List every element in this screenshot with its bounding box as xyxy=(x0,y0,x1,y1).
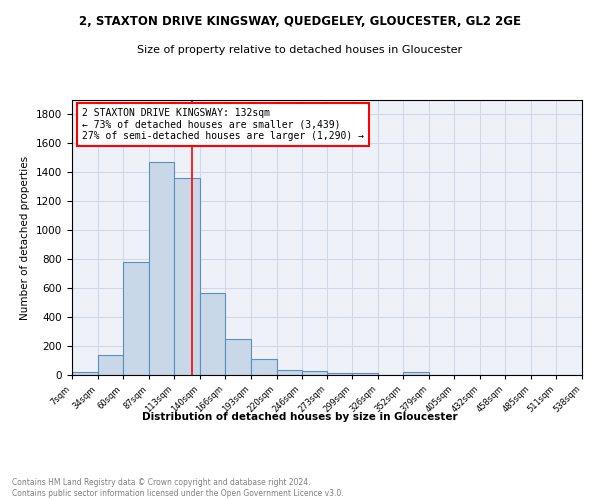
Bar xyxy=(225,339,251,375)
Bar xyxy=(98,356,123,375)
Bar xyxy=(352,373,379,375)
Bar xyxy=(302,372,328,375)
Bar xyxy=(251,358,277,375)
Text: 2 STAXTON DRIVE KINGSWAY: 132sqm
← 73% of detached houses are smaller (3,439)
27: 2 STAXTON DRIVE KINGSWAY: 132sqm ← 73% o… xyxy=(82,108,364,142)
Text: Distribution of detached houses by size in Gloucester: Distribution of detached houses by size … xyxy=(142,412,458,422)
Bar xyxy=(72,372,98,375)
Bar xyxy=(174,178,200,375)
Bar xyxy=(149,162,174,375)
Bar xyxy=(328,373,352,375)
Y-axis label: Number of detached properties: Number of detached properties xyxy=(20,156,31,320)
Bar xyxy=(123,262,149,375)
Text: Size of property relative to detached houses in Gloucester: Size of property relative to detached ho… xyxy=(137,45,463,55)
Bar xyxy=(277,370,302,375)
Bar xyxy=(200,293,225,375)
Bar xyxy=(403,372,429,375)
Text: 2, STAXTON DRIVE KINGSWAY, QUEDGELEY, GLOUCESTER, GL2 2GE: 2, STAXTON DRIVE KINGSWAY, QUEDGELEY, GL… xyxy=(79,15,521,28)
Text: Contains HM Land Registry data © Crown copyright and database right 2024.
Contai: Contains HM Land Registry data © Crown c… xyxy=(12,478,344,498)
